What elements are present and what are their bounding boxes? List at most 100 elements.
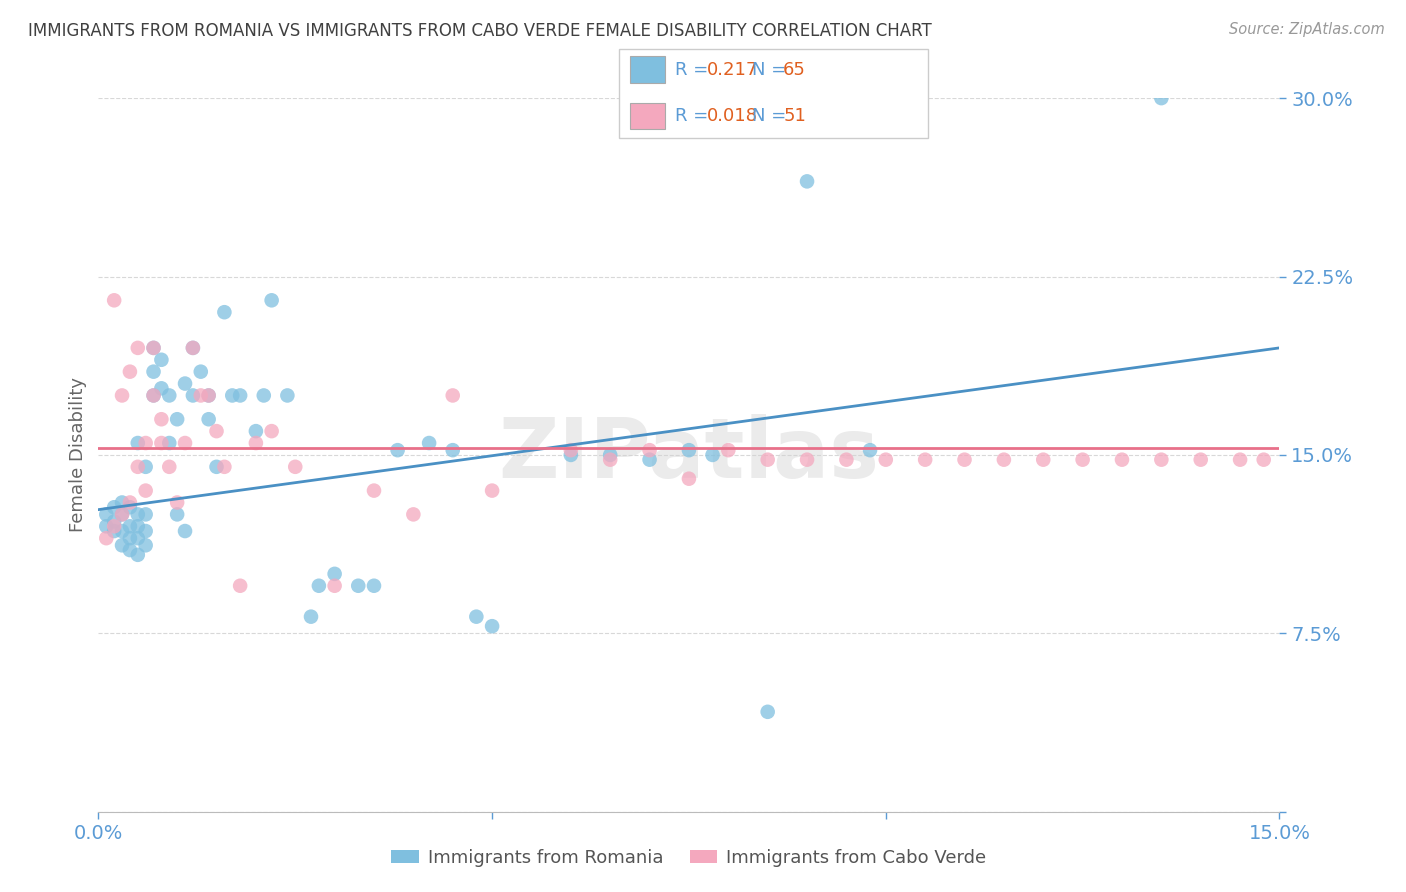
Point [127,531,149,545]
Point [323,579,346,593]
Point [229,388,252,402]
Point [96,531,118,545]
Point [174,376,197,391]
Text: 0.217: 0.217 [707,61,759,78]
Point [197,388,219,402]
Point [756,705,779,719]
Text: R =: R = [675,107,714,125]
Point [1032,452,1054,467]
Point [111,495,134,509]
Point [481,483,503,498]
Point [142,388,165,402]
Point [678,443,700,458]
Point [103,519,125,533]
Point [214,459,236,474]
Point [205,424,228,438]
Point [1150,91,1173,105]
Text: 51: 51 [783,107,806,125]
Point [181,388,204,402]
Point [127,508,149,522]
Point [142,365,165,379]
Point [276,388,298,402]
Point [181,341,204,355]
Point [323,566,346,581]
Point [157,388,180,402]
Point [135,524,157,538]
Point [387,443,409,458]
Point [1111,452,1133,467]
Point [190,388,212,402]
Point [118,519,141,533]
Point [96,519,118,533]
Point [441,443,464,458]
Point [111,524,134,538]
Point [197,388,219,402]
Point [796,174,818,188]
Point [103,524,125,538]
Point [111,538,134,552]
Point [717,443,740,458]
Point [560,448,582,462]
Text: N =: N = [752,107,792,125]
Point [835,452,858,467]
Point [859,443,882,458]
Point [253,388,276,402]
Point [111,508,134,522]
Point [481,619,503,633]
Point [599,452,621,467]
Point [638,443,661,458]
Point [127,519,149,533]
Point [166,508,188,522]
Point [111,508,134,522]
Point [363,579,385,593]
Point [245,436,267,450]
Text: 65: 65 [783,61,806,78]
Point [118,495,141,509]
Point [181,341,204,355]
Point [103,515,125,529]
Point [135,459,157,474]
Point [118,531,141,545]
Point [756,452,779,467]
Text: 0.018: 0.018 [707,107,758,125]
Text: ZIPatlas: ZIPatlas [499,415,879,495]
Point [308,579,330,593]
Point [127,341,149,355]
Point [284,459,307,474]
Point [118,543,141,558]
Point [197,412,219,426]
Point [127,436,149,450]
Point [702,448,724,462]
Point [418,436,440,450]
Point [103,500,125,515]
Point [150,352,173,367]
Point [1229,452,1251,467]
Text: R =: R = [675,61,714,78]
Text: N =: N = [752,61,792,78]
Text: IMMIGRANTS FROM ROMANIA VS IMMIGRANTS FROM CABO VERDE FEMALE DISABILITY CORRELAT: IMMIGRANTS FROM ROMANIA VS IMMIGRANTS FR… [28,22,932,40]
Point [363,483,385,498]
Text: Source: ZipAtlas.com: Source: ZipAtlas.com [1229,22,1385,37]
Point [796,452,818,467]
Point [1189,452,1212,467]
Point [157,459,180,474]
Point [993,452,1015,467]
Point [166,412,188,426]
Point [638,452,661,467]
Point [111,388,134,402]
Point [142,341,165,355]
Point [142,341,165,355]
Point [347,579,370,593]
Point [1150,452,1173,467]
Point [103,293,125,308]
Point [299,609,322,624]
Point [221,388,243,402]
Point [135,508,157,522]
Point [135,483,157,498]
Point [118,500,141,515]
Point [678,472,700,486]
Point [118,365,141,379]
Point [135,436,157,450]
Point [190,365,212,379]
Point [150,436,173,450]
